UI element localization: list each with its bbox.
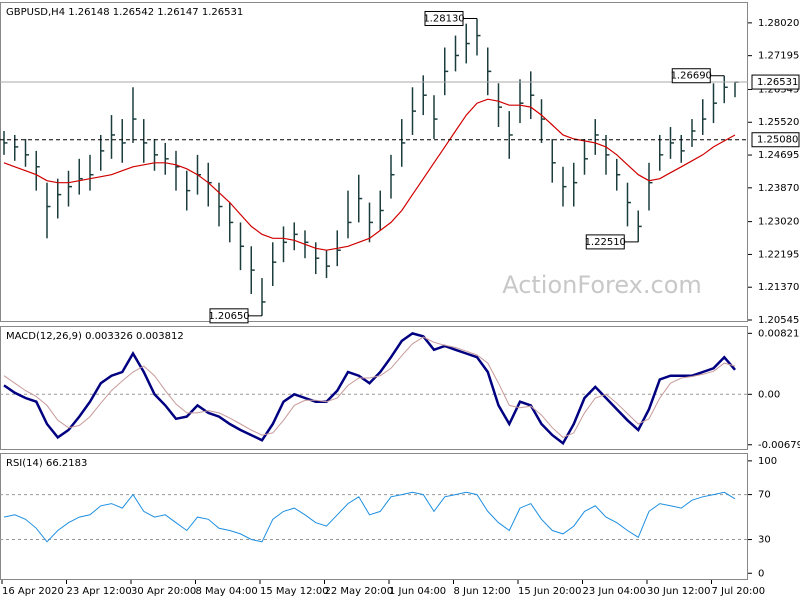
annotation-box	[585, 234, 625, 250]
x-tick-label: 8 Jun 12:00	[454, 586, 511, 597]
x-tick-label: 30 Apr 20:00	[131, 586, 196, 597]
y-tick-label: 30	[758, 535, 771, 546]
panel-title: MACD(12,26,9) 0.003326 0.003812	[6, 331, 184, 342]
x-tick-label: 23 Apr 12:00	[67, 586, 132, 597]
y-tick-label: 70	[758, 490, 771, 501]
x-tick-label: 15 May 12:00	[260, 586, 329, 597]
panel-title: GBPUSD,H4 1.26148 1.26542 1.26147 1.2653…	[6, 7, 243, 18]
x-tick-label: 7 Jul 20:00	[712, 586, 766, 597]
annotation-label: 1.28130	[423, 13, 464, 24]
price-label-box	[751, 74, 800, 90]
annotation-label: 1.20650	[208, 311, 249, 322]
y-tick-label: 1.21370	[758, 282, 799, 293]
y-tick-label: 1.20545	[758, 315, 799, 326]
y-tick-label: 1.27195	[758, 51, 799, 62]
y-tick-label: 1.24695	[758, 150, 799, 161]
x-tick-label: 15 Jun 20:00	[518, 586, 582, 597]
panel-frame	[0, 2, 748, 322]
y-tick-label: 0	[758, 568, 764, 579]
indicator-line	[3, 336, 736, 438]
y-tick-label: 1.22195	[758, 249, 799, 260]
indicator-line	[3, 491, 736, 543]
x-tick-label: 8 May 04:00	[196, 586, 258, 597]
price-label-box	[751, 132, 800, 148]
y-tick-label: 1.23020	[758, 217, 799, 228]
y-tick-label: 1.25520	[758, 117, 799, 128]
annotation-box	[209, 308, 249, 324]
x-tick-label: 22 May 20:00	[325, 586, 394, 597]
annotation-label: 1.22510	[585, 237, 626, 248]
y-tick-label: 0.00	[758, 389, 780, 400]
x-tick-label: 23 Jun 04:00	[583, 586, 647, 597]
y-tick-label: 1.26345	[758, 84, 799, 95]
watermark: ActionForex.com	[502, 271, 702, 299]
annotation-box	[671, 68, 711, 84]
x-tick-label: 30 Jun 12:00	[647, 586, 711, 597]
moving-average	[3, 98, 736, 251]
annotation-label: 1.26690	[671, 71, 712, 82]
x-tick-label: 16 Apr 2020	[2, 586, 64, 597]
y-tick-label: -0.006796	[758, 440, 800, 451]
panel-frame	[0, 453, 748, 580]
y-tick-label: 1.23870	[758, 183, 799, 194]
y-tick-label: 100	[758, 456, 777, 467]
annotation-box	[424, 10, 464, 26]
indicator-line	[3, 332, 736, 446]
y-tick-label: 1.28020	[758, 18, 799, 29]
price-label: 1.25080	[757, 135, 798, 146]
y-tick-label: 0.008213	[758, 328, 800, 339]
price-label: 1.26531	[757, 77, 798, 88]
panel-frame	[0, 326, 748, 450]
panel-title: RSI(14) 66.2183	[6, 458, 87, 469]
x-tick-label: 1 Jun 04:00	[389, 586, 446, 597]
